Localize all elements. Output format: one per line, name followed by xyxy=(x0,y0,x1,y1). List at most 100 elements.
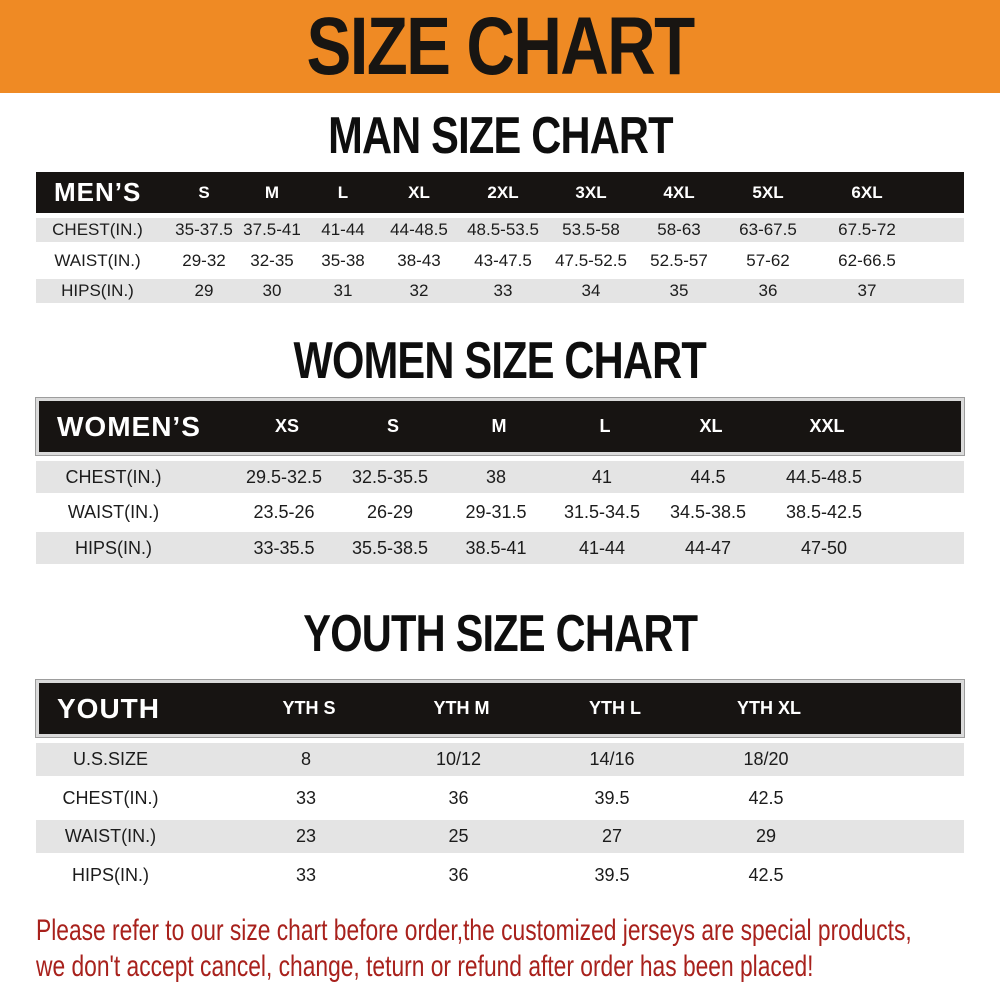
value-cell: 37 xyxy=(857,281,877,300)
youth-size-table: YOUTH YTH S YTH M YTH L YTH XL U.S.SIZE … xyxy=(35,679,965,897)
row-label: CHEST(IN.) xyxy=(52,220,143,239)
value-cell: 38.5-41 xyxy=(465,537,527,558)
women-section-heading: WOMEN SIZE CHART xyxy=(0,332,1000,390)
women-waist-row: WAIST(IN.) 23.5-26 26-29 29-31.5 31.5-34… xyxy=(36,493,964,532)
youth-table-header-row: YOUTH YTH S YTH M YTH L YTH XL xyxy=(35,679,965,738)
value-cell: 23 xyxy=(295,826,317,846)
value-cell: 39.5 xyxy=(594,864,630,885)
man-header-label: MEN’S xyxy=(54,177,142,207)
value-cell: 33 xyxy=(295,787,317,808)
value-cell: 52.5-57 xyxy=(650,250,708,270)
value-cell: 29.5-32.5 xyxy=(245,466,323,487)
row-label: HIPS(IN.) xyxy=(74,537,152,558)
row-label: HIPS(IN.) xyxy=(61,281,134,300)
value-cell: 33 xyxy=(295,864,317,885)
man-header-size: 2XL xyxy=(487,182,519,202)
value-cell: 8 xyxy=(300,749,311,769)
value-cell: 29 xyxy=(755,826,777,846)
value-cell: 32 xyxy=(409,281,429,300)
row-label: WAIST(IN.) xyxy=(54,250,141,270)
value-cell: 58-63 xyxy=(657,220,701,239)
youth-ussize-row: U.S.SIZE 8 10/12 14/16 18/20 xyxy=(36,743,964,776)
man-table-header-row: MEN’S S M L XL 2XL 3XL 4XL 5XL 6XL xyxy=(36,172,964,213)
value-cell: 37.5-41 xyxy=(243,220,301,239)
youth-heading-text: YOUTH SIZE CHART xyxy=(303,605,698,663)
value-cell: 14/16 xyxy=(589,749,635,769)
value-cell: 39.5 xyxy=(594,787,630,808)
value-cell: 44-48.5 xyxy=(390,220,448,239)
women-heading-text: WOMEN SIZE CHART xyxy=(293,332,707,390)
man-waist-row: WAIST(IN.) 29-32 32-35 35-38 38-43 43-47… xyxy=(36,242,964,279)
value-cell: 33-35.5 xyxy=(253,537,315,558)
women-table-header-row: WOMEN’S XS S M L XL XXL xyxy=(35,397,965,456)
row-label: WAIST(IN.) xyxy=(64,826,157,846)
value-cell: 63-67.5 xyxy=(739,220,797,239)
women-size-table: WOMEN’S XS S M L XL XXL CHEST(IN.) 29.5-… xyxy=(35,397,965,564)
value-cell: 30 xyxy=(262,281,282,300)
value-cell: 29-31.5 xyxy=(465,502,527,522)
disclaimer-note: Please refer to our size chart before or… xyxy=(36,913,1000,985)
value-cell: 27 xyxy=(601,826,623,846)
value-cell: 33 xyxy=(493,281,513,300)
value-cell: 29-32 xyxy=(182,250,226,270)
youth-chest-row: CHEST(IN.) 33 36 39.5 42.5 xyxy=(36,776,964,820)
note-line-1: Please refer to our size chart before or… xyxy=(36,914,912,947)
women-hips-row: HIPS(IN.) 33-35.5 35.5-38.5 38.5-41 41-4… xyxy=(36,532,964,564)
value-cell: 48.5-53.5 xyxy=(467,220,539,239)
value-cell: 44.5 xyxy=(690,466,726,487)
value-cell: 47.5-52.5 xyxy=(555,250,627,270)
value-cell: 53.5-58 xyxy=(562,220,620,239)
value-cell: 41-44 xyxy=(578,537,626,558)
value-cell: 41-44 xyxy=(321,220,365,239)
youth-waist-row: WAIST(IN.) 23 25 27 29 xyxy=(36,820,964,853)
banner: SIZE CHART xyxy=(0,0,1000,93)
value-cell: 29 xyxy=(194,281,214,300)
man-header-size: 4XL xyxy=(663,182,695,202)
youth-section-heading: YOUTH SIZE CHART xyxy=(0,605,1000,663)
women-header-size: XS xyxy=(274,416,299,436)
value-cell: 32-35 xyxy=(250,250,294,270)
man-header-size: M xyxy=(264,182,280,202)
row-label: U.S.SIZE xyxy=(72,749,148,769)
man-header-size: 6XL xyxy=(851,182,883,202)
man-hips-row: HIPS(IN.) 29 30 31 32 33 34 35 36 37 xyxy=(36,279,964,303)
row-label: CHEST(IN.) xyxy=(65,466,162,487)
value-cell: 57-62 xyxy=(746,250,790,270)
man-header-size: XL xyxy=(408,182,430,202)
value-cell: 43-47.5 xyxy=(474,250,532,270)
man-section-heading: MAN SIZE CHART xyxy=(0,107,1000,165)
row-label: HIPS(IN.) xyxy=(71,864,149,885)
value-cell: 35-37.5 xyxy=(175,220,233,239)
value-cell: 10/12 xyxy=(435,749,482,769)
row-label: WAIST(IN.) xyxy=(67,502,160,522)
youth-header-label: YOUTH xyxy=(57,692,160,724)
value-cell: 31.5-34.5 xyxy=(563,502,641,522)
women-header-label: WOMEN’S xyxy=(57,410,201,442)
value-cell: 25 xyxy=(448,826,469,846)
value-cell: 62-66.5 xyxy=(838,250,896,270)
value-cell: 23.5-26 xyxy=(253,502,315,522)
value-cell: 44-47 xyxy=(684,537,732,558)
value-cell: 36 xyxy=(448,864,469,885)
women-header-size: M xyxy=(491,416,507,436)
value-cell: 44.5-48.5 xyxy=(785,466,863,487)
value-cell: 42.5 xyxy=(748,787,784,808)
youth-header-size: YTH M xyxy=(433,698,490,718)
banner-title: SIZE CHART xyxy=(306,0,695,92)
man-header-size: 3XL xyxy=(575,182,607,202)
value-cell: 35.5-38.5 xyxy=(351,537,429,558)
man-header-size: L xyxy=(337,182,349,202)
youth-header-size: YTH XL xyxy=(736,698,801,718)
note-line-2: we don't accept cancel, change, teturn o… xyxy=(36,950,814,983)
value-cell: 26-29 xyxy=(366,502,414,522)
value-cell: 34.5-38.5 xyxy=(669,502,747,522)
youth-header-size: YTH L xyxy=(589,698,641,718)
value-cell: 41 xyxy=(591,466,613,487)
value-cell: 35 xyxy=(669,281,689,300)
value-cell: 34 xyxy=(581,281,601,300)
women-header-size: XL xyxy=(699,416,723,436)
value-cell: 38.5-42.5 xyxy=(785,502,863,522)
man-heading-text: MAN SIZE CHART xyxy=(327,107,673,165)
value-cell: 47-50 xyxy=(800,537,848,558)
value-cell: 38 xyxy=(485,466,507,487)
